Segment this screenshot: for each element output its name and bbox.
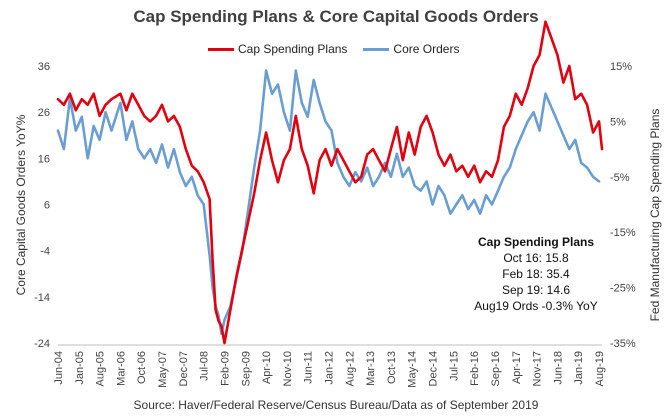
y-tick-left-6: -24	[34, 338, 50, 350]
x-tick-9: Sep-09	[240, 351, 252, 386]
y-tick-right-1: 5%	[610, 116, 626, 128]
y-tick-left-2: 16	[38, 153, 50, 165]
annotation-heading: Cap Spending Plans	[477, 235, 594, 249]
y-tick-left-3: 6	[44, 200, 50, 212]
x-tick-13: Jan-12	[324, 351, 336, 385]
x-tick-18: Dec-14	[428, 351, 440, 386]
x-tick-1: Jan-05	[74, 351, 86, 385]
y-tick-right-5: -35%	[610, 338, 636, 350]
x-tick-14: Aug-12	[344, 351, 356, 386]
y-tick-left-1: 26	[38, 107, 50, 119]
x-tick-21: Sep-16	[490, 351, 502, 386]
legend-entry-cap-spending: Cap Spending Plans	[208, 42, 347, 56]
x-tick-17: May-14	[407, 351, 419, 388]
source-note: Source: Haver/Federal Reserve/Census Bur…	[133, 398, 539, 412]
annotation-line-2: Feb 18: 35.4	[502, 267, 570, 281]
x-tick-16: Oct-13	[386, 351, 398, 384]
y-tick-right-2: -5%	[610, 172, 630, 184]
y-tick-right-0: 15%	[610, 61, 632, 73]
x-tick-7: Jul-08	[199, 351, 211, 381]
x-tick-26: Aug-19	[594, 351, 606, 386]
annotation-line-3: Sep 19: 14.6	[501, 283, 571, 297]
legend-swatch-core-orders	[363, 47, 390, 51]
annotation-box: Cap Spending Plans Oct 16: 15.8 Feb 18: …	[466, 234, 606, 314]
legend-label-core-orders: Core Orders	[393, 42, 460, 56]
x-tick-10: Apr-10	[261, 351, 273, 384]
x-tick-22: Apr-17	[511, 351, 523, 384]
legend: Cap Spending Plans Core Orders	[208, 42, 469, 56]
y-tick-left-0: 36	[38, 61, 50, 73]
legend-label-cap-spending: Cap Spending Plans	[238, 42, 348, 56]
x-tick-4: Oct-06	[136, 351, 148, 384]
x-tick-12: Jun-11	[303, 351, 315, 384]
x-tick-8: Feb-09	[219, 351, 231, 386]
x-tick-3: Mar-06	[115, 351, 127, 386]
y-tick-left-4: -4	[40, 246, 50, 258]
chart-title: Cap Spending Plans & Core Capital Goods …	[133, 7, 539, 26]
y-tick-left-5: -14	[34, 292, 50, 304]
x-tick-20: Feb-16	[469, 351, 481, 386]
x-tick-23: Nov-17	[532, 351, 544, 386]
y-tick-right-3: -15%	[610, 227, 636, 239]
series-line-cap-spending-plans	[56, 20, 604, 345]
legend-swatch-cap-spending	[208, 47, 234, 51]
x-tick-5: May-07	[157, 351, 169, 388]
annotation-line-1: Oct 16: 15.8	[503, 251, 569, 265]
x-tick-24: Jun-18	[552, 351, 564, 385]
x-tick-25: Jan-19	[573, 351, 585, 385]
x-tick-6: Dec-07	[178, 351, 190, 386]
x-tick-15: Mar-13	[365, 351, 377, 386]
y-tick-right-4: -25%	[610, 283, 636, 295]
legend-entry-core-orders: Core Orders	[363, 42, 459, 56]
series-line-core-orders	[56, 69, 601, 336]
x-tick-19: Jul-15	[448, 351, 460, 381]
x-tick-0: Jun-04	[53, 351, 65, 385]
x-tick-11: Nov-10	[282, 351, 294, 386]
x-tick-2: Aug-05	[95, 351, 107, 386]
annotation-line-4: Aug19 Ords -0.3% YoY	[474, 299, 598, 313]
